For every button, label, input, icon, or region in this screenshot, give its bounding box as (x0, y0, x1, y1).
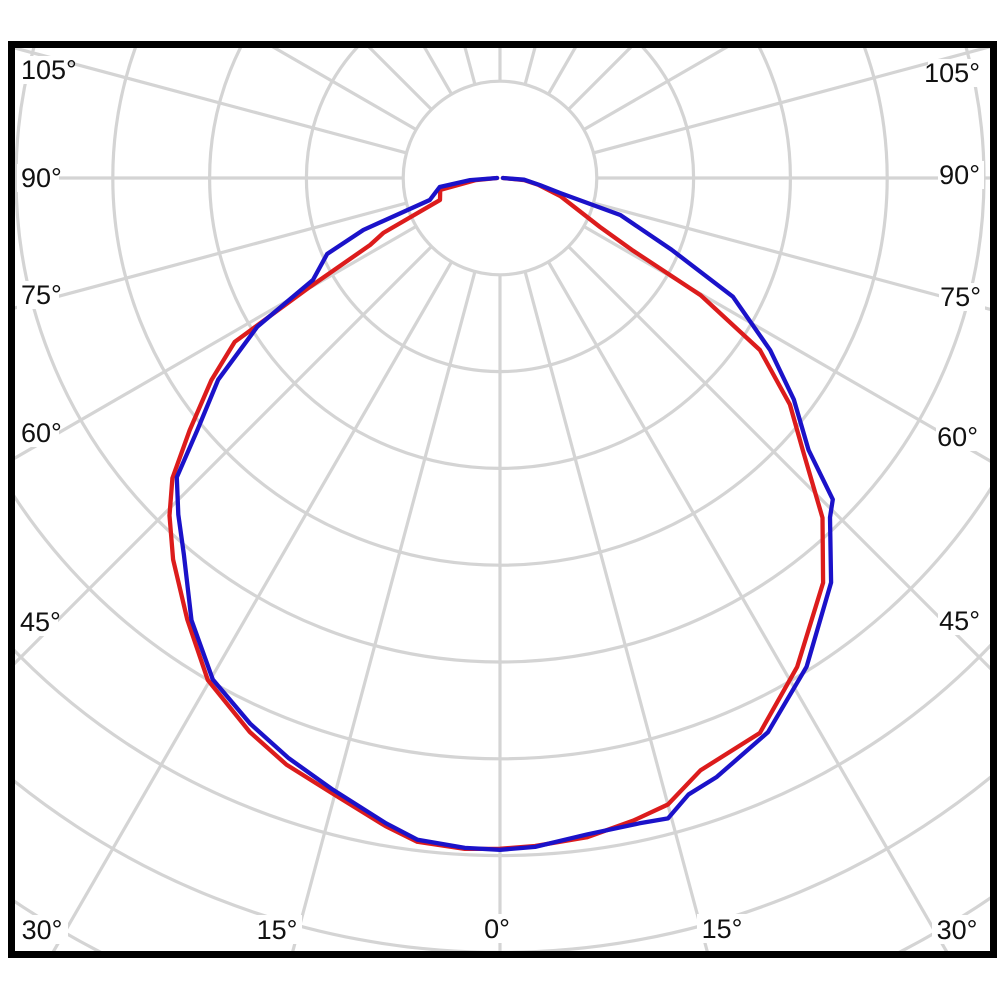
blue-curve (174, 175, 835, 852)
angle-label-group-right-105: 105° (924, 58, 984, 88)
angle-label-bottom-0: 0° (484, 914, 510, 944)
label-backing (252, 915, 302, 944)
grid-spoke-315 (15, 245, 433, 666)
label-backing (938, 607, 984, 635)
intensity-curves (167, 175, 835, 852)
label-backing (17, 56, 69, 84)
angle-label-bottom-30-left: 30° (22, 915, 63, 945)
angle-label-group-left-105: 105° (17, 55, 77, 85)
angle-label-left-45: 45° (20, 607, 61, 637)
label-backing (17, 281, 59, 309)
label-backing (939, 283, 985, 311)
angle-label-group-bottom-15L: 15° (252, 915, 302, 945)
chart-frame (8, 41, 997, 958)
angle-label-group-right-90: 90° (938, 160, 984, 190)
angle-label-group-right-60: 60° (936, 422, 982, 452)
grid-spoke-30 (547, 261, 949, 951)
label-backing (928, 59, 984, 87)
angle-label-group-left-45: 45° (16, 607, 61, 637)
grid-spoke-45 (567, 245, 990, 671)
angle-label-group-right-75: 75° (939, 282, 985, 312)
angle-label-bottom-15-left: 15° (257, 915, 298, 945)
angle-label-right-60: 60° (937, 422, 978, 452)
angle-labels: 105° 90° 75° 60° 45° 105° (16, 55, 985, 945)
label-backing (475, 914, 519, 943)
grid-spoke-345 (291, 271, 477, 951)
label-backing (17, 419, 59, 447)
label-backing (938, 161, 984, 189)
grid-spoke-330 (51, 261, 453, 951)
grid-spoke-75 (593, 201, 990, 311)
angle-label-group-right-45: 45° (938, 606, 984, 636)
label-backing (17, 164, 59, 192)
angle-label-group-bottom-15R: 15° (697, 914, 747, 944)
angle-label-right-45: 45° (939, 606, 980, 636)
grid-spoke-15 (523, 271, 709, 951)
angle-label-group-left-60: 60° (17, 418, 62, 448)
angle-label-right-90: 90° (939, 160, 980, 190)
grid-spoke-285 (15, 201, 407, 310)
angle-label-group-bottom-30R: 30° (932, 915, 982, 945)
grid-spoke-60 (583, 225, 990, 463)
grid-spoke-255 (15, 48, 407, 155)
grid-spoke-300 (15, 225, 417, 460)
angle-label-group-left-75: 75° (17, 280, 62, 310)
red-curve (167, 175, 826, 852)
angle-label-left-90: 90° (21, 163, 62, 193)
angle-label-bottom-30-right: 30° (937, 915, 978, 945)
label-backing (932, 915, 982, 944)
angle-label-group-bottom-30L: 30° (18, 915, 68, 945)
angle-label-group-bottom-0: 0° (475, 914, 519, 944)
angle-label-right-105: 105° (924, 58, 980, 88)
grid-spoke-135 (567, 48, 633, 111)
grid-spoke-105 (593, 48, 990, 155)
angle-label-group-left-90: 90° (17, 163, 62, 193)
angle-label-left-105: 105° (21, 55, 77, 85)
angle-label-right-75: 75° (940, 282, 981, 312)
grid-ring-1 (401, 79, 599, 277)
label-backing (18, 915, 68, 944)
label-backing (697, 914, 747, 943)
angle-label-bottom-15-right: 15° (702, 914, 743, 944)
label-backing (16, 608, 58, 636)
angle-label-left-75: 75° (21, 280, 62, 310)
angle-label-left-60: 60° (21, 418, 62, 448)
label-backing (936, 423, 982, 451)
